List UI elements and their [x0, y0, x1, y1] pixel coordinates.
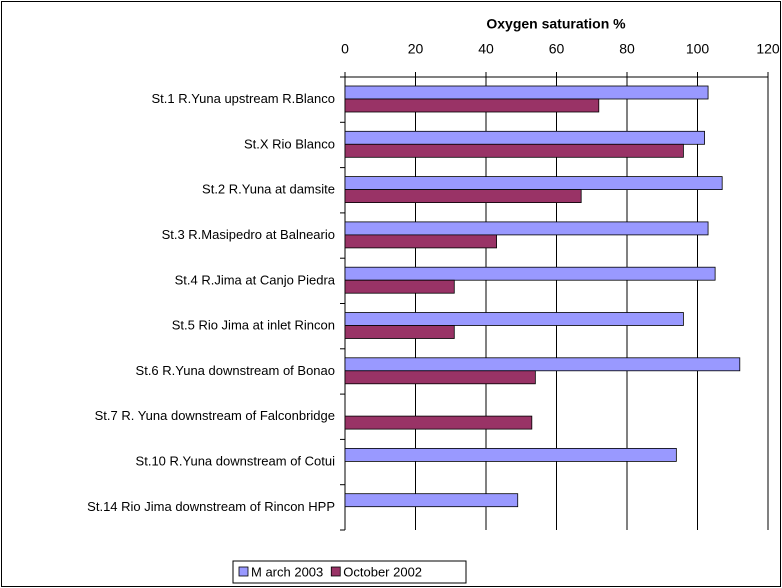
bar: [344, 370, 536, 385]
y-tick-label: St.7 R. Yuna downstream of Falconbridge: [95, 408, 335, 423]
y-tick-label: St.4 R.Jima at Canjo Piedra: [175, 272, 336, 287]
x-tick-label: 20: [408, 41, 424, 57]
y-tick-label: St.1 R.Yuna upstream R.Blanco: [151, 91, 335, 106]
y-tick-label: St.14 Rio Jima downstream of Rincon HPP: [87, 499, 335, 514]
legend-label: October 2002: [343, 564, 422, 579]
bar: [344, 176, 723, 191]
legend-swatch: [238, 566, 249, 577]
x-tick-label: 60: [549, 41, 565, 57]
bar: [344, 415, 533, 430]
bar: [344, 312, 684, 326]
x-tick-label: 120: [756, 41, 780, 57]
x-tick-label: 100: [686, 41, 710, 57]
x-tick-label: 80: [619, 41, 635, 57]
bar: [344, 130, 705, 145]
legend-swatch: [330, 566, 341, 577]
bar: [344, 325, 455, 339]
y-tick-label: St.3 R.Masipedro at Balneario: [162, 227, 335, 242]
legend-box: [232, 560, 467, 584]
bar: [344, 279, 455, 294]
y-tick-label: St.5 Rio Jima at inlet Rincon: [172, 318, 335, 333]
chart-title: Oxygen saturation %: [486, 16, 626, 32]
bar: [344, 85, 709, 100]
bar: [344, 266, 716, 281]
y-tick-label: St.10 R.Yuna downstream of Cotui: [136, 453, 336, 468]
bar: [344, 234, 497, 249]
y-tick-label: St.2 R.Yuna at damsite: [202, 182, 335, 197]
bar: [344, 221, 709, 236]
legend-label: M arch 2003: [251, 564, 323, 579]
y-tick-label: St.X Rio Blanco: [244, 136, 335, 151]
bar: [344, 447, 677, 462]
bar: [344, 189, 582, 204]
y-tick-label: St.6 R.Yuna downstream of Bonao: [136, 363, 335, 378]
bar: [344, 357, 741, 372]
x-tick-label: 0: [341, 41, 349, 57]
bar: [344, 98, 600, 113]
x-tick-label: 40: [478, 41, 494, 57]
bar: [344, 493, 519, 508]
bar: [344, 143, 684, 158]
